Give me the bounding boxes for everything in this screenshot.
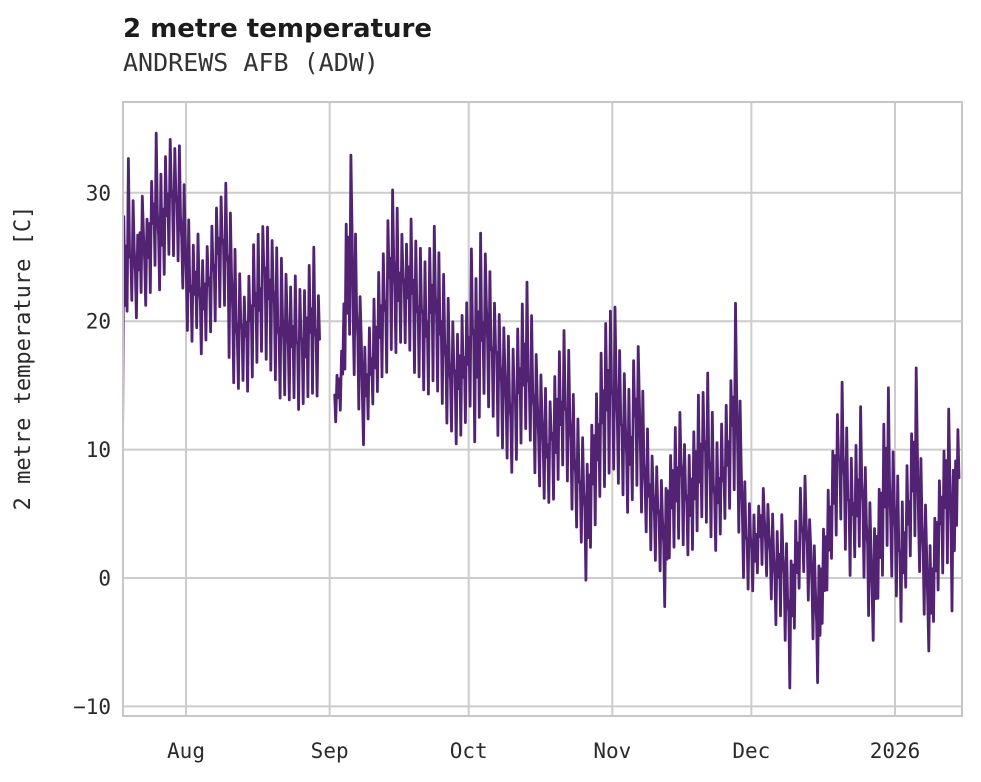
plot-border xyxy=(122,101,963,717)
x-tick-label: Dec xyxy=(732,739,770,763)
x-tick-label: Oct xyxy=(450,739,488,763)
temperature-series-line xyxy=(123,131,321,448)
x-tick-label: 2026 xyxy=(870,739,921,763)
x-tick-label: Aug xyxy=(167,739,205,763)
y-tick-label: −10 xyxy=(73,695,111,719)
x-tick-label: Sep xyxy=(311,739,349,763)
y-tick-label: 20 xyxy=(86,310,111,334)
y-tick-label: 10 xyxy=(86,438,111,462)
x-tick-label: Nov xyxy=(593,739,631,763)
chart-title: 2 metre temperature xyxy=(123,14,432,44)
y-tick-label: 0 xyxy=(98,567,111,591)
chart-subtitle: ANDREWS AFB (ADW) xyxy=(123,48,379,77)
y-axis-label: 2 metre temperature [C] xyxy=(11,206,36,511)
y-tick-label: 30 xyxy=(86,181,111,205)
temperature-series-line xyxy=(333,153,961,690)
